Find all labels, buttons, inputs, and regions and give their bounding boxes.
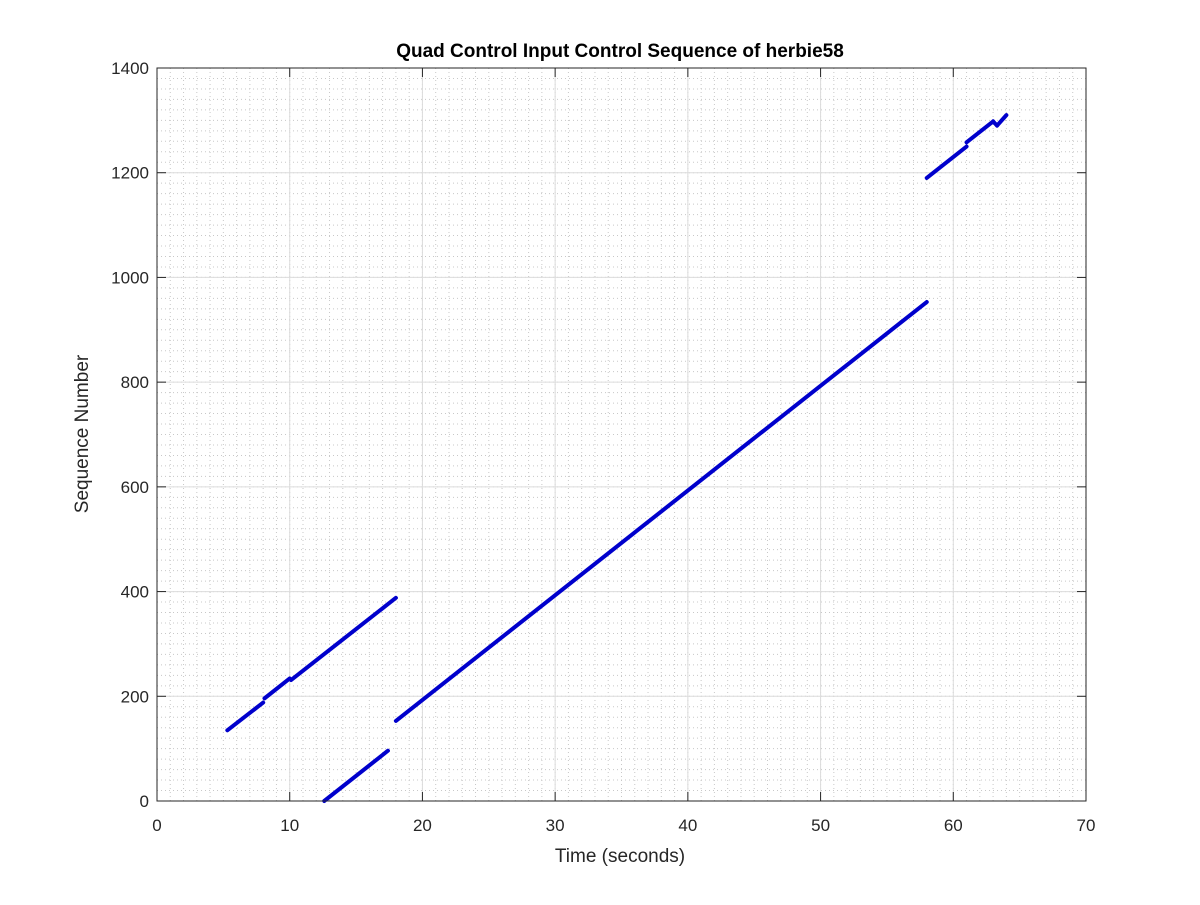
x-tick-label: 40 [678, 816, 697, 835]
series-line-segment [225, 700, 266, 733]
x-tick-label: 30 [546, 816, 565, 835]
series-line-segment [964, 119, 996, 145]
x-tick-label: 50 [811, 816, 830, 835]
y-tick-label: 400 [121, 583, 149, 602]
x-axis-label: Time (seconds) [555, 846, 685, 867]
x-tick-label: 0 [152, 816, 161, 835]
y-tick-label: 200 [121, 687, 149, 706]
y-axis-tick-labels: 0 200 400 600 800 1000 1200 1400 [111, 59, 149, 811]
series-line-segment [924, 144, 969, 180]
data-series [225, 113, 1009, 803]
y-axis-label: Sequence Number [72, 354, 93, 513]
series-line-segment [262, 676, 292, 701]
x-tick-label: 10 [280, 816, 299, 835]
y-tick-label: 1000 [111, 268, 149, 287]
series-line-segment [289, 595, 398, 683]
y-tick-label: 600 [121, 478, 149, 497]
y-tick-label: 1400 [111, 59, 149, 78]
y-tick-label: 0 [140, 792, 149, 811]
y-tick-label: 1200 [111, 164, 149, 183]
plot-area-box [156, 67, 1087, 802]
series-line-segment [393, 300, 929, 723]
x-tick-label: 20 [413, 816, 432, 835]
series-line-segment [322, 748, 390, 803]
series-line-segment [995, 113, 1009, 128]
axis-ticks [156, 67, 1087, 802]
chart-title: Quad Control Input Control Sequence of h… [396, 41, 844, 62]
minor-grid [157, 68, 1086, 801]
x-tick-label: 60 [944, 816, 963, 835]
x-tick-label: 70 [1077, 816, 1096, 835]
x-axis-tick-labels: 0 10 20 30 40 50 60 70 [152, 816, 1095, 835]
y-tick-label: 800 [121, 373, 149, 392]
